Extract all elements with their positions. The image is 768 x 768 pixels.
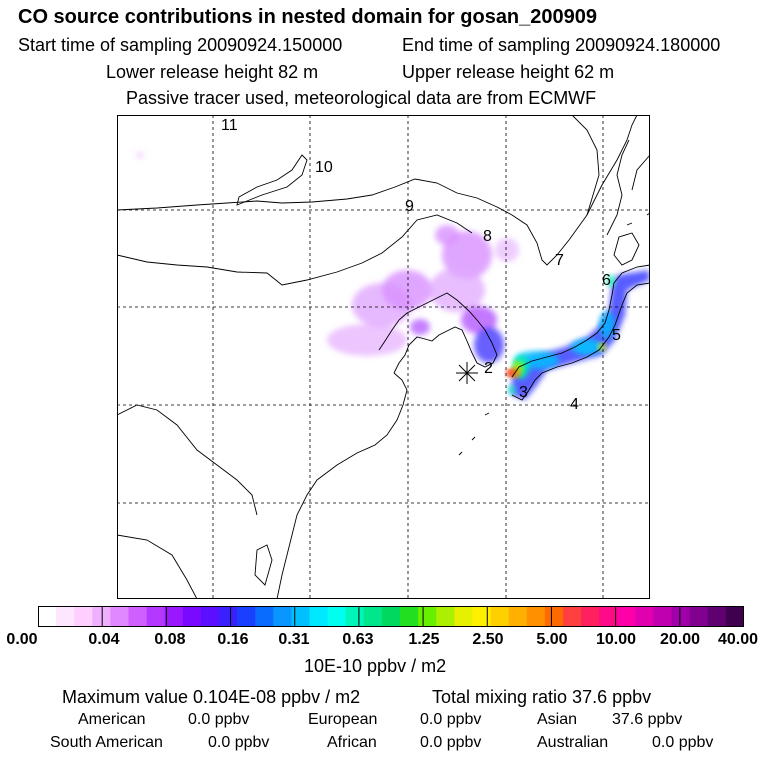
point-label: 5 <box>612 327 621 344</box>
colorbar-swatch <box>146 606 166 627</box>
graticule <box>117 115 650 599</box>
region-value: 0.0 ppbv <box>208 734 270 751</box>
colorbar-tick: 0.00 <box>6 631 38 648</box>
region-label: American <box>78 711 146 728</box>
concentration-plume <box>136 152 519 363</box>
point-label: 11 <box>221 117 238 134</box>
colorbar-swatch <box>291 606 311 627</box>
colorbar-swatch <box>128 606 148 627</box>
region-value: 0.0 ppbv <box>652 734 714 751</box>
region-label: Australian <box>537 734 609 751</box>
total-mixing-label: Total mixing ratio 37.6 ppbv <box>432 687 652 707</box>
end-time-label: End time of sampling 20090924.180000 <box>402 35 721 55</box>
colorbar-swatch <box>689 606 709 627</box>
colorbar-swatch <box>92 606 111 627</box>
region-value: 0.0 ppbv <box>420 734 482 751</box>
colorbar-swatch <box>707 606 727 627</box>
colorbar-tick: 40.00 <box>717 631 759 648</box>
colorbar-swatch <box>526 606 546 627</box>
colorbar-swatch <box>38 606 57 627</box>
colorbar-tick: 10.00 <box>595 631 637 648</box>
colorbar-tick: 0.31 <box>278 631 310 648</box>
max-value-label: Maximum value 0.104E-08 ppbv / m2 <box>62 687 361 707</box>
page-title: CO source contributions in nested domain… <box>18 6 598 28</box>
colorbar-tick: 5.00 <box>536 631 568 648</box>
point-label: 8 <box>483 228 492 245</box>
colorbar-swatch <box>653 606 673 627</box>
colorbar <box>38 606 744 627</box>
colorbar-swatch <box>635 606 654 627</box>
colorbar-swatch <box>454 606 473 627</box>
colorbar-swatch <box>56 606 75 627</box>
colorbar-swatch <box>381 606 401 627</box>
colorbar-swatch <box>508 606 528 627</box>
colorbar-swatch <box>237 606 256 627</box>
colorbar-tick: 20.00 <box>659 631 701 648</box>
colorbar-tick: 2.50 <box>472 631 504 648</box>
colorbar-swatch <box>110 606 130 627</box>
colorbar-tick: 0.04 <box>88 631 120 648</box>
colorbar-swatch <box>400 606 419 627</box>
colorbar-swatch <box>671 606 691 627</box>
coastline <box>117 115 650 599</box>
tracer-note: Passive tracer used, meteorological data… <box>126 88 597 108</box>
point-label: 2 <box>484 360 493 377</box>
colorbar-tick: 0.16 <box>217 631 249 648</box>
colorbar-swatch <box>544 606 564 627</box>
colorbar-swatch <box>219 606 238 627</box>
colorbar-swatch <box>345 606 365 627</box>
colorbar-swatch <box>617 606 636 627</box>
colorbar-swatch <box>164 606 184 627</box>
point-label: 10 <box>315 159 333 176</box>
colorbar-swatch <box>725 606 744 627</box>
upper-release-label: Upper release height 62 m <box>402 62 615 82</box>
region-label: South American <box>50 734 163 751</box>
colorbar-tick: 1.25 <box>408 631 440 648</box>
region-value: 0.0 ppbv <box>420 711 482 728</box>
colorbar-unit: 10E-10 ppbv / m2 <box>304 656 447 676</box>
map-panel: 11 10 9 8 7 6 5 2 3 4 <box>117 115 650 599</box>
point-label: 6 <box>602 272 611 289</box>
colorbar-tick: 0.08 <box>154 631 186 648</box>
point-label: 4 <box>570 396 579 413</box>
point-labels: 11 10 9 8 7 6 5 2 3 4 <box>221 117 621 413</box>
point-label: 3 <box>519 384 528 401</box>
region-label: Asian <box>537 711 578 728</box>
colorbar-swatch <box>327 606 347 627</box>
start-time-label: Start time of sampling 20090924.150000 <box>18 35 343 55</box>
colorbar-swatch <box>273 606 292 627</box>
colorbar-tick: 0.63 <box>342 631 374 648</box>
colorbar-swatch <box>490 606 510 627</box>
receptor-star-icon <box>456 362 478 384</box>
region-value: 37.6 ppbv <box>612 711 683 728</box>
colorbar-swatch <box>562 606 582 627</box>
colorbar-swatch <box>200 606 220 627</box>
colorbar-swatch <box>74 606 93 627</box>
colorbar-swatch <box>309 606 329 627</box>
colorbar-swatch <box>599 606 618 627</box>
colorbar-swatch <box>581 606 600 627</box>
colorbar-swatch <box>418 606 437 627</box>
point-label: 9 <box>405 198 414 215</box>
region-label: African <box>327 734 377 751</box>
point-label: 7 <box>555 252 564 269</box>
colorbar-swatch <box>472 606 492 627</box>
colorbar-swatch <box>436 606 455 627</box>
colorbar-swatch <box>182 606 202 627</box>
colorbar-swatch <box>363 606 383 627</box>
region-label: European <box>308 711 378 728</box>
colorbar-swatch <box>255 606 274 627</box>
colorbar-border <box>38 606 744 627</box>
region-value: 0.0 ppbv <box>188 711 250 728</box>
lower-release-label: Lower release height 82 m <box>106 62 319 82</box>
